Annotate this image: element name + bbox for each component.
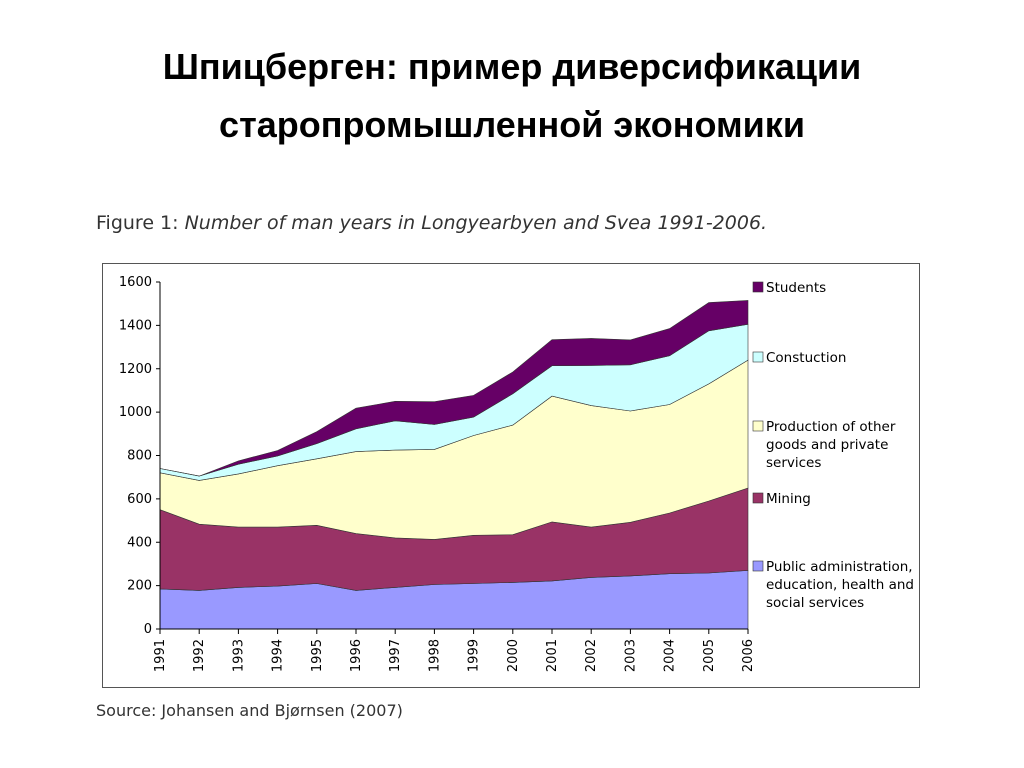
- legend-label: Production of other: [766, 419, 896, 435]
- legend-label: Students: [766, 280, 826, 296]
- legend-swatch: [752, 281, 764, 293]
- x-tick-label: 1992: [192, 639, 207, 672]
- y-tick-label: 1200: [119, 362, 152, 377]
- x-tick-label: 2001: [545, 639, 560, 672]
- x-tick-label: 1996: [349, 639, 364, 672]
- legend-label: services: [766, 455, 821, 471]
- x-tick-label: 1998: [427, 639, 442, 672]
- x-tick-label: 2004: [663, 639, 678, 672]
- x-tick-label: 1995: [310, 639, 325, 672]
- legend-swatch: [752, 560, 764, 572]
- legend-label: goods and private: [766, 437, 888, 453]
- figure-caption-text: Number of man years in Longyearbyen and …: [184, 212, 768, 234]
- legend-swatch: [752, 420, 764, 432]
- x-tick-label: 1991: [153, 639, 168, 672]
- legend-label: Constuction: [766, 350, 846, 366]
- stacked-area-chart: 0 200 400 600 800 1000 1200 1400 1600 1991 1992 199…: [119, 275, 914, 672]
- slide-title-line-1: Шпицберген: пример диверсификации: [162, 46, 862, 87]
- figure-caption: Figure 1: Number of man years in Longyea…: [96, 212, 767, 234]
- x-tick-label: 2000: [506, 639, 521, 672]
- legend-swatch: [752, 351, 764, 363]
- x-tick-label: 2002: [584, 639, 599, 672]
- legend-label: social services: [766, 595, 864, 611]
- area-series-students: [159, 300, 749, 477]
- x-tick-label: 2005: [702, 639, 717, 672]
- x-tick-label: 2003: [623, 639, 638, 672]
- x-tick-label: 1993: [231, 639, 246, 672]
- x-tick-label: 1997: [388, 639, 403, 672]
- legend-label: education, health and: [766, 577, 914, 593]
- slide-title-line-2: старопромышленной экономики: [219, 104, 805, 145]
- y-tick-label: 1600: [119, 275, 152, 290]
- legend-swatch: [752, 492, 764, 504]
- y-tick-label: 0: [144, 622, 152, 637]
- y-tick-label: 600: [127, 492, 152, 507]
- legend-label: Mining: [766, 491, 811, 507]
- figure-label: Figure 1:: [96, 212, 179, 234]
- source-note: Source: Johansen and Bjørnsen (2007): [96, 701, 403, 720]
- x-tick-label: 1994: [271, 639, 286, 672]
- y-tick-label: 800: [127, 449, 152, 464]
- y-tick-label: 400: [127, 535, 152, 550]
- x-tick-label: 2006: [741, 639, 756, 672]
- legend-label: Public administration,: [766, 559, 913, 575]
- y-tick-label: 200: [127, 579, 152, 594]
- slide-title: Шпицберген: пример диверсификации староп…: [0, 38, 1024, 154]
- x-tick-label: 1999: [467, 639, 482, 672]
- y-tick-label: 1400: [119, 318, 152, 333]
- y-tick-label: 1000: [119, 405, 152, 420]
